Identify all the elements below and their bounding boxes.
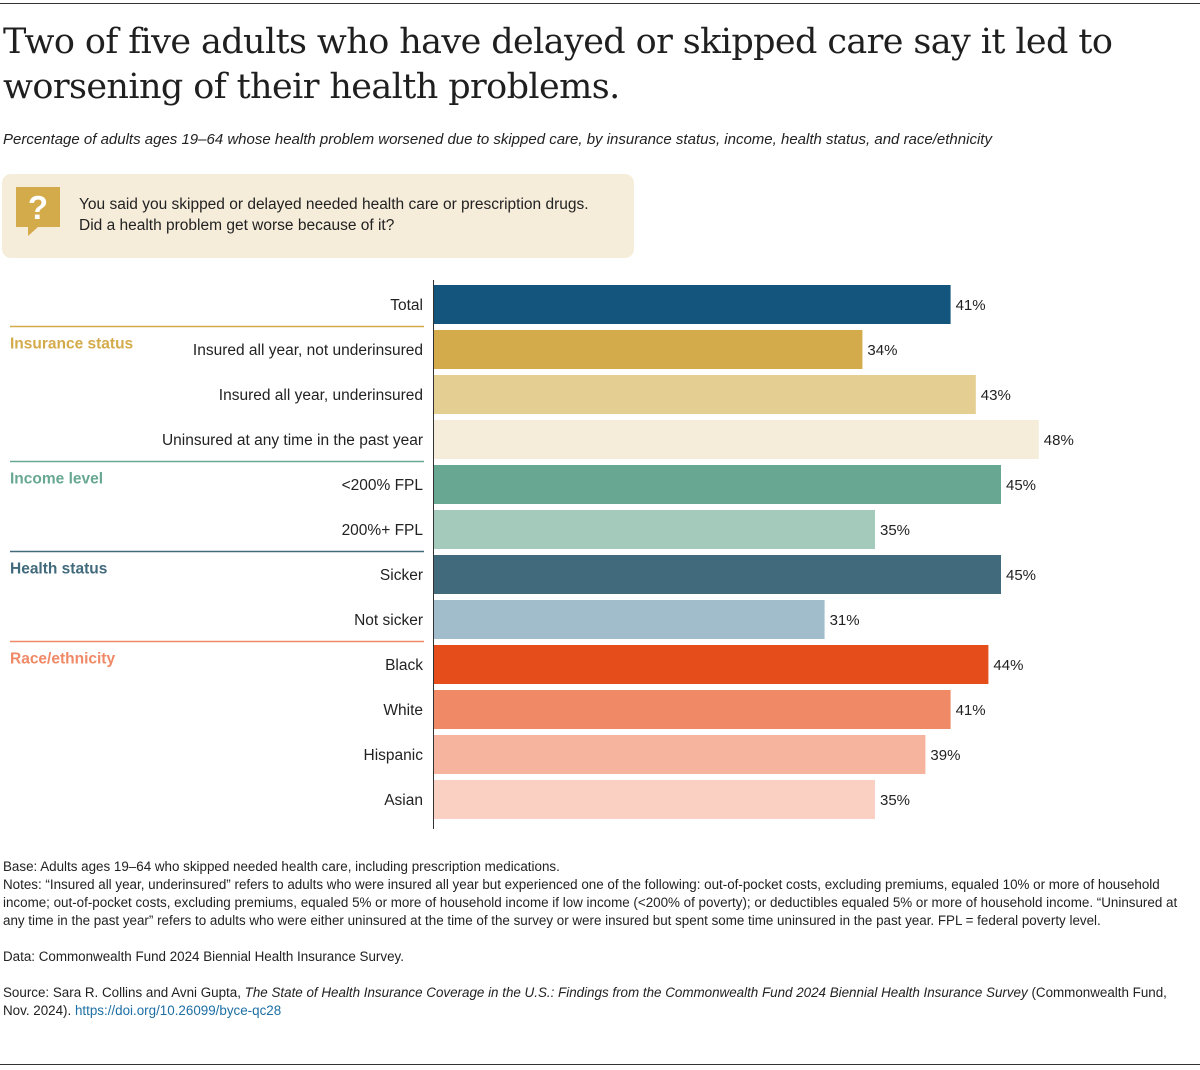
- value-label-8: 44%: [993, 657, 1023, 674]
- category-label-4: <200% FPL: [342, 477, 424, 494]
- category-label-7: Not sicker: [354, 612, 423, 629]
- value-label-6: 45%: [1006, 567, 1036, 584]
- chart-subtitle: Percentage of adults ages 19–64 whose he…: [3, 131, 992, 148]
- value-label-7: 31%: [830, 612, 860, 629]
- bar-11: [434, 780, 875, 819]
- survey-question-box: ? You said you skipped or delayed needed…: [2, 174, 634, 258]
- bar-0: [434, 285, 951, 324]
- value-label-0: 41%: [956, 297, 986, 314]
- category-label-0: Total: [390, 297, 423, 314]
- bar-6: [434, 555, 1001, 594]
- category-label-6: Sicker: [380, 567, 423, 584]
- category-label-10: Hispanic: [364, 747, 424, 764]
- top-rule: [0, 3, 1200, 4]
- group-label-3: Race/ethnicity: [10, 651, 115, 668]
- category-label-5: 200%+ FPL: [342, 522, 424, 539]
- survey-question-line-2: Did a health problem get worse because o…: [79, 217, 395, 234]
- source-doi-link[interactable]: https://doi.org/10.26099/byce-qc28: [74, 1003, 282, 1018]
- footer-notes: Base: Adults ages 19–64 who skipped need…: [3, 858, 1195, 1020]
- source-prefix: Source: Sara R. Collins and Avni Gupta,: [3, 985, 245, 1000]
- bar-chart: Total 41% Insured all year, not underinsur…: [10, 280, 1074, 829]
- category-label-2: Insured all year, underinsured: [219, 387, 423, 404]
- bar-3: [434, 420, 1039, 459]
- bar-2: [434, 375, 976, 414]
- question-mark-glyph: ?: [28, 189, 48, 226]
- value-label-9: 41%: [956, 702, 986, 719]
- group-label-0: Insurance status: [10, 336, 133, 353]
- survey-question-text: You said you skipped or delayed needed h…: [79, 194, 629, 236]
- category-label-11: Asian: [384, 792, 423, 809]
- category-label-3: Uninsured at any time in the past year: [162, 432, 423, 449]
- value-label-4: 45%: [1006, 477, 1036, 494]
- bar-10: [434, 735, 926, 774]
- chart-title: Two of five adults who have delayed or s…: [3, 22, 1113, 107]
- survey-question-line-1: You said you skipped or delayed needed h…: [79, 196, 589, 213]
- group-label-2: Health status: [10, 561, 107, 578]
- bar-9: [434, 690, 951, 729]
- footer-base: Base: Adults ages 19–64 who skipped need…: [3, 859, 560, 874]
- value-label-11: 35%: [880, 792, 910, 809]
- question-speech-bubble-icon: ?: [16, 187, 60, 236]
- bar-4: [434, 465, 1001, 504]
- category-label-9: White: [383, 702, 423, 719]
- value-label-10: 39%: [930, 747, 960, 764]
- value-label-2: 43%: [981, 387, 1011, 404]
- value-label-3: 48%: [1044, 432, 1074, 449]
- value-label-1: 34%: [867, 342, 897, 359]
- bar-5: [434, 510, 875, 549]
- bar-7: [434, 600, 825, 639]
- value-label-5: 35%: [880, 522, 910, 539]
- category-label-8: Black: [385, 657, 423, 674]
- footer-notes-text: Notes: “Insured all year, underinsured” …: [3, 877, 1178, 928]
- bottom-rule: [0, 1064, 1200, 1065]
- footer-data: Data: Commonwealth Fund 2024 Biennial He…: [3, 949, 404, 964]
- category-label-1: Insured all year, not underinsured: [193, 342, 423, 359]
- group-label-1: Income level: [10, 471, 103, 488]
- bar-8: [434, 645, 989, 684]
- footer-source: Source: Sara R. Collins and Avni Gupta, …: [3, 984, 1195, 1020]
- source-title: The State of Health Insurance Coverage i…: [244, 985, 1028, 1000]
- bar-1: [434, 330, 863, 369]
- source-suffix: (Commonwealth Fund, Nov. 2024).: [3, 985, 1167, 1018]
